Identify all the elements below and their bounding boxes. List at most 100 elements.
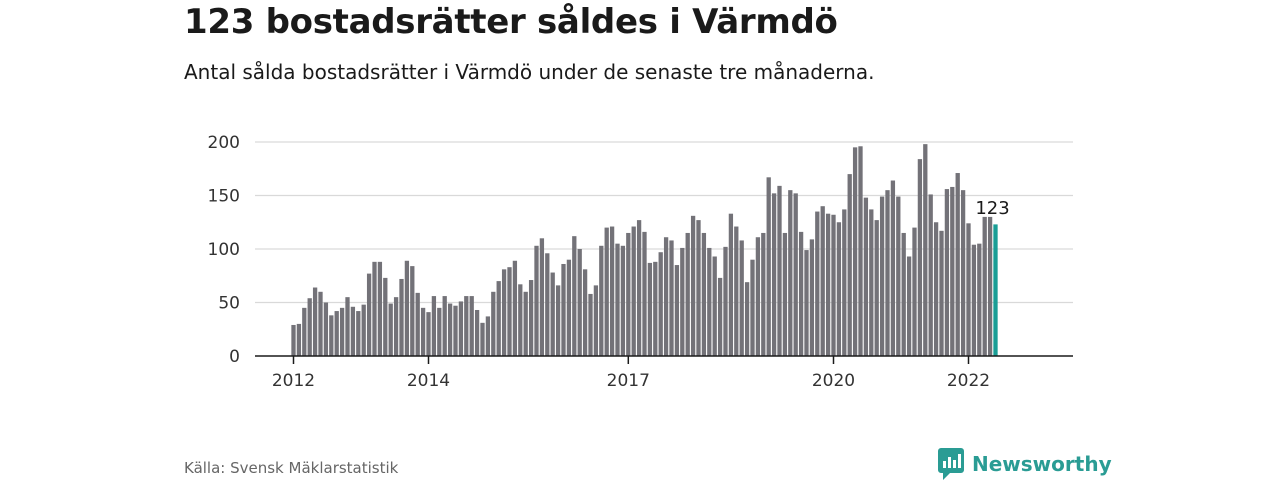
- bar: [485, 316, 491, 356]
- bar: [539, 238, 545, 356]
- bar: [566, 259, 572, 356]
- bar: [707, 247, 712, 356]
- bar: [518, 284, 523, 356]
- bar: [653, 261, 658, 356]
- bar: [879, 196, 885, 356]
- bar: [577, 249, 582, 356]
- bar: [345, 297, 350, 356]
- bar: [836, 222, 842, 356]
- bar: [701, 232, 707, 356]
- bar: [555, 285, 561, 356]
- bar: [885, 190, 890, 356]
- bar: [901, 232, 906, 356]
- bar: [680, 247, 685, 356]
- bar: [987, 216, 993, 356]
- bar-chart: 0 50 100 150 200 2012 2014 2017 2020 2022 123: [208, 133, 1073, 391]
- bar: [350, 306, 356, 356]
- bar: [658, 252, 663, 356]
- bar: [696, 220, 701, 356]
- y-tick-label: 100: [208, 240, 240, 260]
- bar: [939, 230, 944, 356]
- bar: [766, 177, 771, 356]
- y-tick-label: 150: [208, 187, 240, 207]
- x-tick-label: 2022: [947, 371, 990, 391]
- annotations: 123: [975, 198, 1009, 219]
- bar: [626, 232, 631, 356]
- bar: [469, 296, 474, 356]
- bar: [291, 324, 296, 356]
- bar: [561, 263, 566, 356]
- bar: [388, 303, 393, 356]
- bar: [825, 213, 831, 356]
- bar: [582, 269, 588, 356]
- bar: [588, 293, 593, 356]
- bar: [944, 189, 950, 356]
- bar: [690, 215, 696, 356]
- y-axis-ticks: 0 50 100 150 200: [208, 133, 240, 367]
- bar: [545, 253, 550, 356]
- bar: [415, 292, 420, 356]
- bar: [912, 227, 917, 356]
- bar: [480, 322, 485, 356]
- bar: [647, 262, 653, 356]
- brand-logo[interactable]: Newsworthy: [938, 448, 1112, 480]
- bar: [928, 194, 933, 356]
- bar: [393, 297, 399, 356]
- bar: [404, 260, 410, 356]
- bar: [609, 226, 615, 356]
- y-tick-label: 50: [218, 294, 240, 314]
- bar: [858, 146, 863, 356]
- bar: [793, 193, 798, 356]
- bar: [431, 296, 437, 356]
- bar: [458, 301, 464, 356]
- bar: [464, 296, 469, 356]
- bar: [771, 193, 777, 356]
- bar: [782, 232, 788, 356]
- bar: [593, 285, 599, 356]
- bar: [863, 197, 869, 356]
- bar: [318, 291, 323, 356]
- bar: [804, 250, 809, 356]
- bar: [820, 206, 825, 356]
- bar: [847, 174, 852, 356]
- bar: [788, 190, 793, 356]
- bar: [507, 267, 512, 356]
- bar: [442, 296, 447, 356]
- brand-name: Newsworthy: [972, 452, 1112, 476]
- bar: [971, 244, 977, 356]
- bar: [329, 315, 334, 356]
- bar: [356, 311, 361, 356]
- bar: [523, 291, 528, 356]
- bar: [302, 307, 307, 356]
- bar: [906, 256, 912, 356]
- x-tick-label: 2020: [812, 371, 855, 391]
- bar: [366, 273, 372, 356]
- bar: [339, 307, 345, 356]
- x-tick-label: 2012: [272, 371, 315, 391]
- bar: [761, 232, 766, 356]
- source-note: Källa: Svensk Mäklarstatistik: [184, 459, 399, 477]
- bar: [896, 196, 901, 356]
- x-tick-label: 2014: [407, 371, 450, 391]
- bar: [955, 173, 960, 356]
- bar: [496, 281, 501, 356]
- y-tick-label: 0: [229, 347, 240, 367]
- newsworthy-logo-icon: [938, 448, 964, 480]
- bar: [604, 227, 609, 356]
- bar: [437, 307, 442, 356]
- bar: [950, 186, 955, 356]
- x-tick-label: 2017: [607, 371, 650, 391]
- bar: [750, 259, 755, 356]
- bar: [874, 220, 879, 356]
- bar: [712, 256, 717, 356]
- bar: [815, 211, 820, 356]
- bar-highlighted: [993, 224, 998, 356]
- bar: [599, 245, 604, 356]
- chart-subtitle: Antal sålda bostadsrätter i Värmdö under…: [184, 60, 875, 84]
- bar: [377, 261, 383, 356]
- bar: [852, 147, 858, 356]
- bar: [642, 231, 647, 356]
- bar: [615, 243, 620, 356]
- bar: [831, 214, 836, 356]
- bar: [501, 269, 507, 356]
